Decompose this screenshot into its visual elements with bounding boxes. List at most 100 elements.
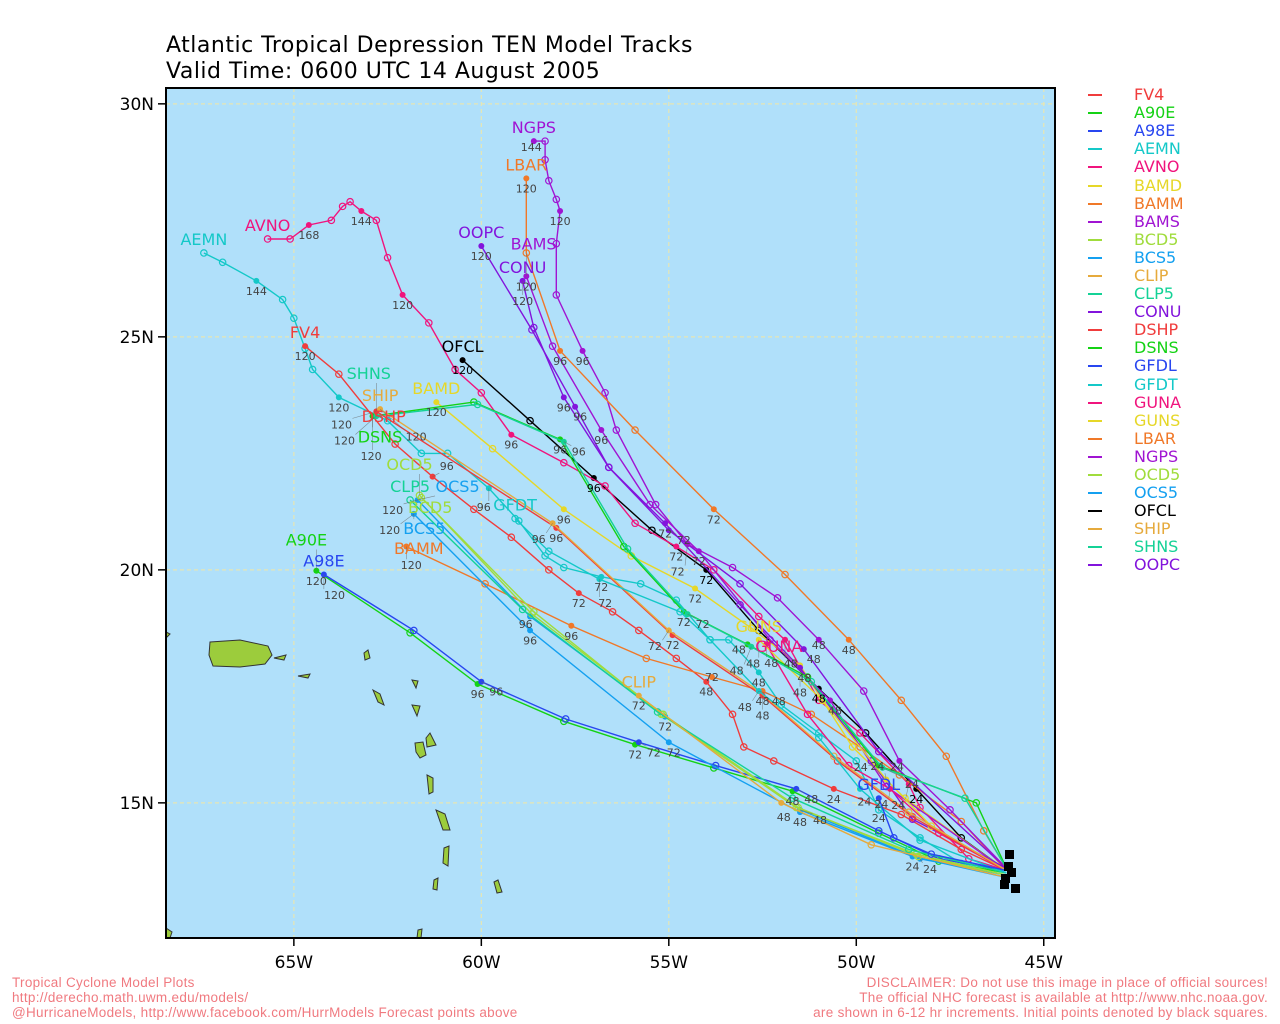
legend-swatch [1088, 220, 1102, 223]
forecast-point [778, 799, 785, 806]
legend-swatch [1088, 528, 1102, 531]
forecast-point [579, 347, 586, 354]
forecast-hour-label: 96 [489, 686, 503, 699]
track-line [203, 252, 1007, 872]
forecast-point [904, 808, 913, 816]
legend-item-dsns: DSNS [1088, 339, 1184, 357]
forecast-point [710, 506, 717, 513]
lon-tick-label: 50W [837, 953, 876, 973]
forecast-point [781, 570, 789, 579]
legend-item-clp5: CLP5 [1088, 285, 1184, 303]
legend-label: NGPS [1134, 446, 1179, 466]
legend-item-bcd5: BCD5 [1088, 230, 1184, 249]
forecast-hour-label: 144 [246, 285, 267, 298]
forecast-hour-label: 96 [557, 513, 571, 526]
label-leader-line [905, 784, 910, 799]
track-shns [373, 400, 1007, 869]
legend-item-lbar: LBAR [1088, 429, 1184, 448]
forecast-point [523, 175, 530, 182]
forecast-hour-label: 24 [905, 778, 919, 791]
forecast-hour-label: 48 [738, 701, 752, 714]
forecast-point [575, 590, 582, 597]
valid-time: Valid Time: 0600 UTC 14 August 2005 [166, 59, 601, 84]
forecast-point [327, 216, 336, 225]
forecast-point [335, 370, 343, 378]
legend-item-aemn: AEMN [1088, 140, 1184, 158]
forecast-hour-label: 72 [669, 551, 683, 564]
forecast-point [979, 827, 988, 835]
forecast-point [904, 845, 913, 854]
forecast-hour-label: 48 [793, 816, 807, 829]
footer-line: Tropical Cyclone Model Plots [12, 975, 195, 990]
forecast-point [372, 216, 381, 225]
legend-swatch [1088, 202, 1102, 205]
st-lucia [442, 845, 450, 867]
forecast-hour-label: 96 [504, 439, 518, 452]
track-label: BAMD [412, 379, 460, 398]
forecast-hour-label: 120 [392, 299, 413, 312]
forecast-point [874, 827, 883, 835]
lon-tick-label: 45W [1025, 953, 1064, 973]
label-leader-line [432, 472, 440, 477]
legend-label: AVNO [1134, 157, 1180, 177]
forecast-point [845, 636, 852, 643]
forecast-point [728, 710, 737, 719]
martinique [435, 809, 451, 831]
forecast-point [815, 636, 822, 643]
label-leader-line [888, 788, 891, 798]
forecast-point [552, 239, 561, 248]
track-avno [263, 197, 1007, 872]
legend-label: GUNA [1134, 392, 1182, 412]
forecast-hour-label: 72 [598, 597, 612, 610]
forecast-hour-label: 48 [804, 793, 818, 806]
legend-item-guna: GUNA [1088, 392, 1184, 412]
legend-item-bamm: BAMM [1088, 194, 1184, 213]
footer-link[interactable]: http://derecho.math.uwm.edu/models/ [12, 990, 249, 1005]
forecast-hour-label: 96 [471, 688, 485, 701]
footer-line: The official NHC forecast is available a… [859, 990, 1268, 1005]
st-vincent [432, 877, 439, 891]
lat-tick-label: 25N [120, 328, 154, 348]
island [371, 688, 385, 707]
forecast-hour-label: 24 [827, 793, 841, 806]
forecast-point [528, 326, 536, 334]
forecast-point [417, 493, 426, 502]
forecast-point [709, 566, 718, 574]
forecast-point [302, 343, 309, 350]
forecast-point [631, 519, 639, 528]
forecast-hour-label: 24 [870, 760, 884, 773]
label-leader-line [563, 441, 572, 446]
forecast-hour-label: 24 [857, 795, 871, 808]
forecast-hour-label: 48 [772, 695, 786, 708]
axis-ticks: 65W 60W 55W 50W 45W 30N 25N 20N 15N [120, 95, 1064, 973]
legend-swatch [1088, 94, 1102, 97]
forecast-hour-label: 168 [298, 229, 319, 242]
forecast-hour-label: 48 [756, 695, 770, 708]
track-label: BCS5 [403, 519, 445, 538]
legend: FV4 A90E A98E AEMN AVNO BAMD BAMM BAMS BCD5 BCS5 C… [1088, 86, 1184, 575]
forecast-point [541, 137, 549, 145]
label-leader-line [743, 646, 752, 665]
chart-title: Atlantic Tropical Depression TEN Model T… [166, 33, 693, 58]
track-line [525, 178, 1007, 869]
forecast-point [481, 580, 489, 588]
forecast-point [548, 342, 557, 350]
forecast-hour-label: 120 [331, 418, 352, 431]
legend-label: OCD5 [1134, 465, 1181, 485]
legend-swatch [1088, 184, 1102, 187]
ocean [166, 88, 1055, 938]
forecast-hour-label: 24 [891, 799, 905, 812]
puerto-rico [208, 639, 273, 668]
forecast-point [957, 834, 966, 842]
track-label: BAMM [394, 539, 444, 558]
forecast-hour-label: 48 [756, 710, 770, 723]
forecast-hour-label: 48 [813, 814, 827, 827]
forecast-point [459, 357, 466, 364]
forecast-point [636, 580, 645, 588]
legend-item-oopc: OOPC [1088, 556, 1184, 574]
track-label: CLP5 [390, 477, 430, 496]
lon-tick-label: 60W [462, 953, 501, 973]
forecast-point [631, 426, 639, 434]
forecast-point [417, 449, 426, 458]
